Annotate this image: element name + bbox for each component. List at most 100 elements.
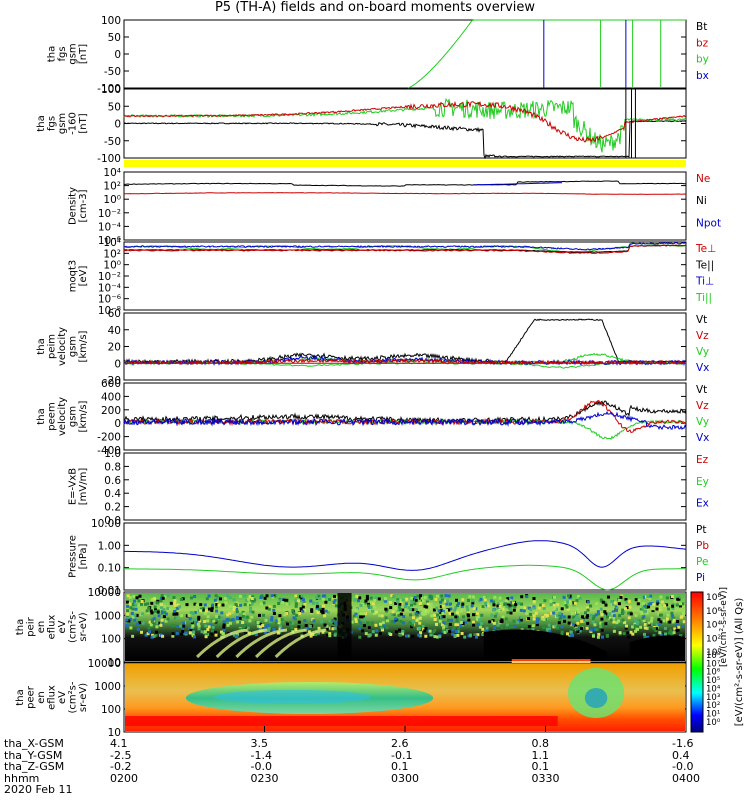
ion-flux-cell [333, 633, 337, 637]
ion-flux-cell [681, 613, 685, 617]
vz-trace [123, 358, 687, 366]
ion-flux-cell [429, 602, 433, 606]
ion-flux-cell [574, 617, 578, 621]
ion-flux-cell [576, 621, 580, 625]
ion-flux-cell [440, 598, 444, 602]
ion-flux-cell [362, 624, 366, 628]
ion-flux-cell [560, 625, 564, 629]
ion-flux-cell [214, 633, 218, 637]
y-tick-label: 50 [108, 101, 121, 113]
ion-flux-cell [244, 632, 248, 636]
y-axis-label: moqt3 [68, 260, 79, 293]
ion-flux-cell [451, 612, 455, 616]
ion-flux-cell [589, 604, 593, 608]
ion-flux-cell [131, 634, 135, 638]
bt-trace [123, 120, 687, 160]
legend-entry: Vt [696, 314, 707, 326]
ion-flux-cell [682, 620, 686, 624]
ion-flux-cell [213, 598, 217, 602]
ion-flux-cell [126, 594, 130, 598]
ion-flux-cell [539, 603, 543, 607]
x-axis-footer: tha_X-GSM 4.1 3.5 2.6 0.8 -1.6 tha_Y-GSM -2.5 -1… [4, 738, 700, 796]
x-axis-row-value: -1.4 [250, 748, 272, 762]
ion-flux-cell [542, 626, 546, 630]
ion-flux-cell [490, 620, 493, 624]
y-axis-label: tha [15, 689, 26, 705]
ion-flux-cell [634, 598, 638, 602]
ion-flux-cell [209, 623, 213, 627]
ion-flux-cell [658, 631, 662, 635]
ion-flux-cell [381, 624, 385, 628]
ion-flux-cell [324, 630, 328, 634]
ion-flux-cell [318, 605, 322, 609]
ion-flux-cell [675, 623, 679, 627]
ion-flux-cell [467, 634, 471, 638]
ion-flux-cell [303, 602, 307, 606]
ion-flux-cell [472, 613, 475, 617]
ion-flux-cell [190, 619, 194, 623]
ion-flux-cell [572, 626, 576, 630]
y-tick-label: 10000 [88, 658, 121, 670]
ion-flux-cell [193, 611, 197, 614]
ion-flux-cell [461, 598, 465, 602]
ion-flux-cell [650, 602, 654, 605]
ion-flux-cell [401, 632, 405, 636]
ion-flux-cell [399, 612, 403, 616]
ion-flux-cell [313, 625, 317, 629]
ion-flux-cell [456, 604, 460, 607]
ion-flux-cell [365, 597, 369, 601]
ion-flux-cell [639, 625, 643, 629]
y-axis-label: peir [26, 616, 37, 636]
ion-flux-cell [189, 611, 193, 615]
ion-flux-cell [552, 595, 556, 599]
ion-flux-cell [595, 602, 599, 606]
ion-flux-cell [196, 622, 200, 626]
ion-flux-cell [437, 609, 441, 613]
ion-flux-cell [176, 609, 180, 613]
ion-flux-cell [200, 630, 204, 634]
ion-flux-cell [210, 606, 214, 610]
ion-flux-cell [361, 602, 365, 606]
ion-flux-cell [370, 621, 374, 625]
colorbar-tick-label: 10⁶ [706, 607, 721, 617]
ion-flux-cell [141, 621, 145, 625]
ion-flux-cell [591, 620, 595, 624]
ion-flux-cell [193, 602, 197, 606]
ion-flux-cell [682, 611, 686, 615]
ion-flux-cell [532, 600, 536, 604]
y-axis-label: tha [36, 408, 47, 424]
ion-flux-cell [669, 629, 673, 633]
ion-flux-cell [681, 602, 685, 606]
ion-flux-cell [492, 600, 495, 604]
y-axis-label: tha [15, 619, 26, 635]
ion-flux-cell [635, 622, 639, 626]
ion-flux-cell [288, 621, 292, 625]
ion-flux-cell [225, 618, 229, 622]
ion-flux-cell [374, 596, 378, 600]
ion-flux-cell [593, 623, 597, 627]
ion-flux-cell [130, 611, 134, 615]
ion-flux-cell [384, 599, 388, 603]
ion-flux-cell [466, 613, 470, 617]
ion-flux-cell [410, 596, 414, 600]
ion-flux-cell [601, 600, 605, 604]
ion-flux-cell [442, 615, 446, 619]
legend-entry: Npot [696, 217, 721, 229]
ion-flux-cell [493, 595, 497, 599]
ion-flux-cell [197, 617, 201, 621]
ion-flux-cell [180, 632, 184, 636]
ion-flux-cell [600, 617, 604, 621]
x-axis-row-value: 0330 [531, 771, 560, 785]
ion-flux-cell [239, 603, 243, 607]
ion-flux-cell [211, 625, 215, 629]
x-axis-row-value: 3.5 [250, 737, 269, 750]
ion-flux-cell [235, 607, 239, 611]
ion-flux-cell [251, 595, 255, 599]
ion-flux-cell [419, 594, 422, 598]
ion-flux-cell [527, 625, 531, 629]
ion-flux-cell [176, 603, 180, 607]
ion-flux-cell [318, 608, 322, 611]
ion-flux-cell [135, 613, 139, 617]
ion-flux-cell [294, 604, 298, 608]
